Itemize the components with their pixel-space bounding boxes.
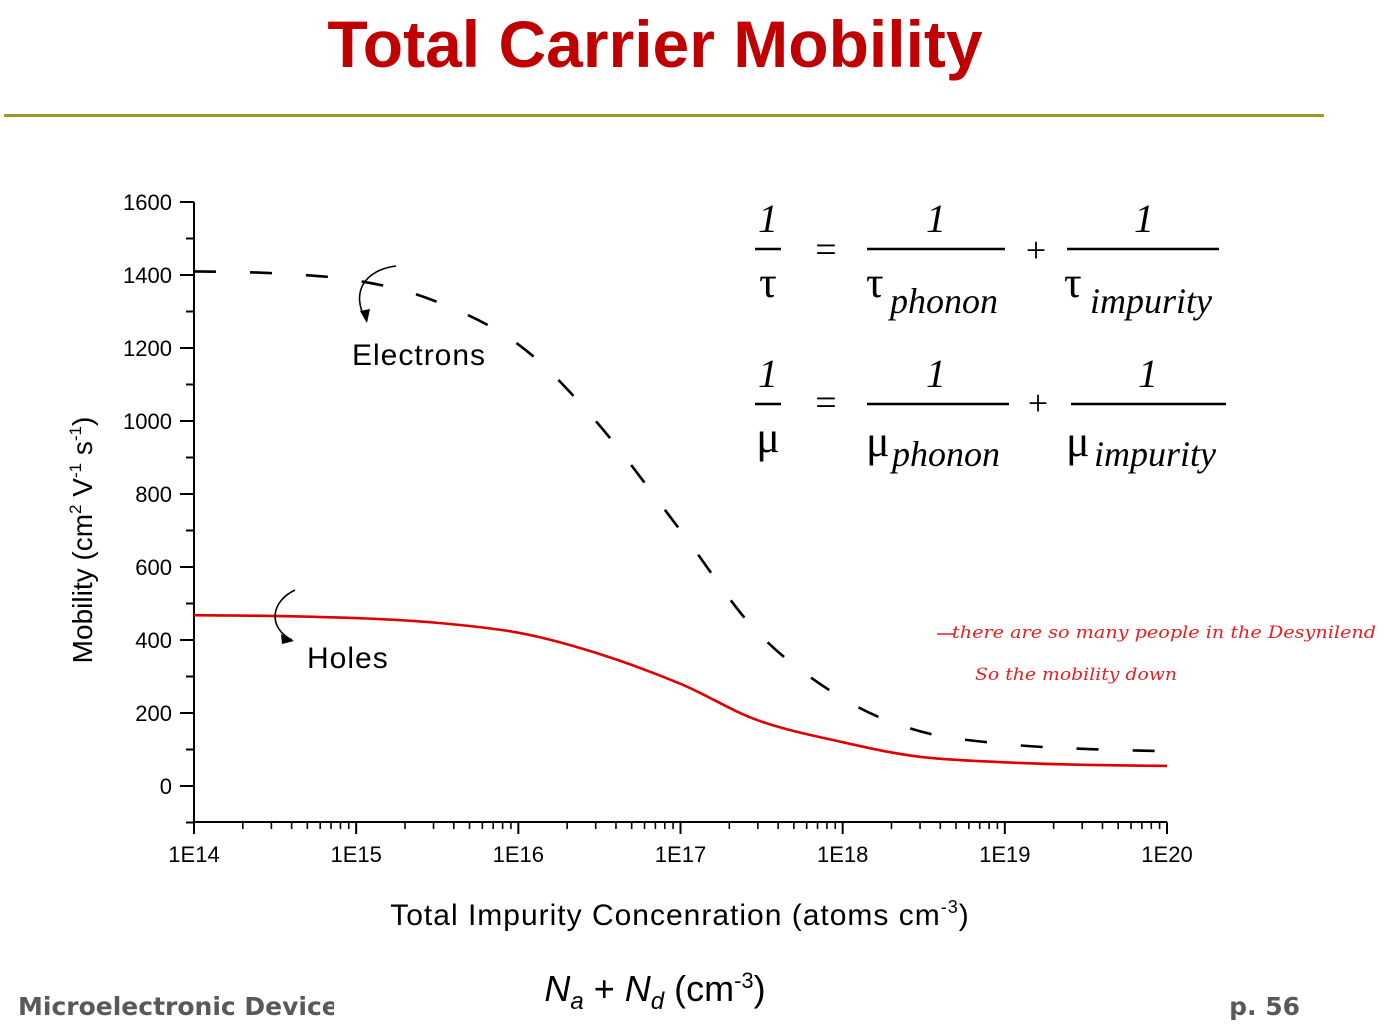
course-footer: Microelectronic Devices [18, 992, 334, 1021]
holes-pointer-arrow [274, 589, 296, 641]
y-tick-label: 0 [160, 774, 172, 799]
svg-text:1: 1 [758, 196, 778, 241]
svg-text:phonon: phonon [887, 281, 998, 321]
y-tick-label: 1200 [123, 336, 172, 361]
concentration-formula: Na + Nd (cm-3) [544, 968, 766, 1016]
holes-series-line [193, 613, 1168, 768]
equation-tau: 1 τ = 1 τ phonon + 1 τ impurity [755, 196, 1219, 321]
x-tick-label: 1E15 [330, 842, 381, 867]
holes-arrowhead [281, 634, 294, 644]
x-tick-label: 1E14 [168, 842, 219, 867]
y-tick-label: 800 [135, 482, 172, 507]
svg-text:1: 1 [926, 196, 946, 241]
electrons-arrowhead [360, 309, 370, 323]
x-axis-label: Total Impurity Concenration (atoms cm-3) [390, 897, 970, 932]
y-tick-label: 600 [135, 555, 172, 580]
y-tick-label: 1000 [123, 409, 172, 434]
svg-text:impurity: impurity [1090, 281, 1212, 321]
svg-text:μ: μ [866, 417, 890, 466]
y-tick-label: 400 [135, 628, 172, 653]
svg-text:So the mobility down: So the mobility down [975, 665, 1177, 685]
chart-ticks: 0 200 400 600 800 1000 1200 1400 1600 1E14 1E15 1E1… [123, 190, 1193, 867]
chart-series [193, 270, 1168, 768]
y-tick-label: 1600 [123, 190, 172, 215]
slide-title: Total Carrier Mobility [327, 7, 983, 81]
svg-text:τ: τ [1064, 258, 1082, 307]
svg-text:μ: μ [1066, 417, 1090, 466]
svg-text:+: + [1028, 383, 1048, 423]
svg-text:+: + [1026, 230, 1046, 270]
x-tick-label: 1E16 [493, 842, 544, 867]
page-number: p. 56 [1229, 992, 1300, 1021]
svg-text:=: = [815, 229, 836, 271]
svg-text:1: 1 [926, 351, 946, 396]
svg-text:τ: τ [866, 258, 884, 307]
x-tick-label: 1E18 [817, 842, 868, 867]
electrons-label: Electrons [352, 339, 486, 372]
handwritten-note: there are so many people in the Desynile… [937, 623, 1376, 685]
chart-axes [193, 202, 1167, 823]
x-tick-label: 1E20 [1141, 842, 1192, 867]
svg-text:impurity: impurity [1094, 434, 1216, 474]
svg-text:τ: τ [759, 258, 777, 307]
y-tick-label: 200 [135, 701, 172, 726]
svg-text:there are so many people in th: there are so many people in the Desynile… [952, 623, 1376, 643]
svg-text:1: 1 [1134, 196, 1154, 241]
svg-text:μ: μ [756, 413, 780, 462]
svg-text:phonon: phonon [889, 434, 1000, 474]
equation-mu: 1 μ = 1 μ phonon + 1 μ impurity [755, 351, 1226, 474]
svg-text:1: 1 [1138, 351, 1158, 396]
x-tick-label: 1E19 [979, 842, 1030, 867]
svg-text:1: 1 [758, 351, 778, 396]
x-tick-label: 1E17 [655, 842, 706, 867]
svg-text:=: = [815, 382, 836, 424]
y-tick-label: 1400 [123, 263, 172, 288]
title-rule [4, 114, 1324, 117]
holes-label: Holes [307, 642, 389, 675]
y-axis-label: Mobility (cm2 V-1 s-1) [66, 417, 98, 664]
